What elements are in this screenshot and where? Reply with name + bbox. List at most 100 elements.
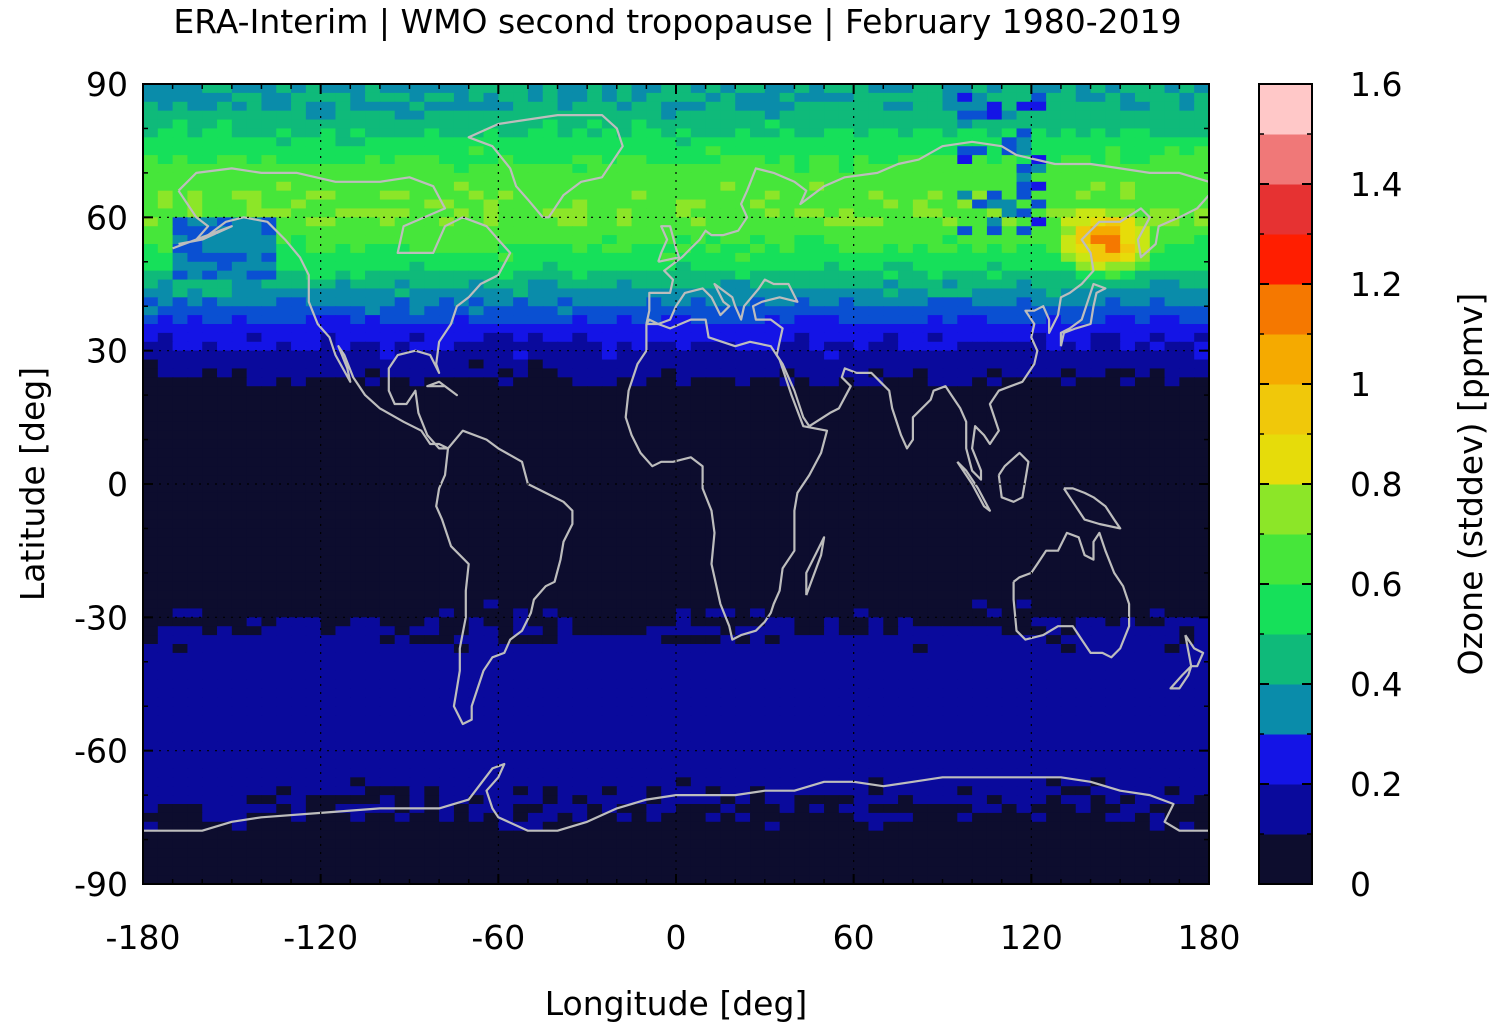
field-cell [468,252,485,263]
field-cell [1134,244,1151,254]
field-cell [868,332,884,343]
field-cell [365,661,381,672]
field-cell [779,608,796,618]
field-cell [394,581,411,592]
field-cell [172,350,189,361]
field-cell [424,661,440,672]
field-cell [424,350,440,361]
field-cell [1149,608,1166,618]
field-cell [231,599,248,610]
field-cell [1164,679,1180,690]
field-cell [809,404,825,414]
field-cell [601,661,618,672]
field-cell [557,155,573,165]
field-cell [453,501,470,512]
field-cell [557,208,573,218]
field-cell [838,315,855,325]
field-cell [764,92,781,103]
field-cell [335,599,351,610]
field-cell [587,519,603,530]
field-cell [1164,101,1180,112]
field-cell [439,181,455,192]
field-cell [601,199,618,210]
field-cell [705,457,722,467]
field-cell [720,315,736,325]
field-cell [542,155,559,165]
field-cell [542,226,559,236]
field-cell [616,172,633,183]
field-cell [986,626,1003,636]
field-cell [468,368,485,378]
field-cell [1194,350,1209,361]
field-cell [705,439,722,450]
field-cell [942,119,958,130]
field-cell [557,92,573,103]
field-cell [868,599,884,610]
field-cell [409,332,425,343]
field-cell [616,617,633,627]
field-cell [409,564,425,574]
field-cell [424,608,440,618]
field-cell [631,208,647,218]
field-cell [276,155,292,165]
field-cell [616,155,633,165]
field-cell [453,270,470,281]
field-cell [231,110,248,121]
field-cell [379,626,396,636]
field-cell [1001,572,1018,583]
field-cell [498,652,514,663]
field-cell [1001,359,1018,370]
field-cell [912,164,929,174]
field-cell [143,492,159,503]
field-cell [587,359,603,370]
field-cell [720,492,736,503]
field-cell [883,146,899,156]
field-cell [616,377,633,387]
field-cell [809,190,825,201]
field-cell [868,581,884,592]
field-cell [1075,297,1092,307]
field-cell [809,155,825,165]
field-cell [1149,324,1166,334]
field-cell [883,297,899,307]
field-cell [1164,412,1180,423]
field-cell [750,341,766,352]
field-cell [794,359,810,370]
field-cell [779,181,796,192]
field-cell [1164,448,1180,458]
field-cell [1090,661,1106,672]
field-cell [942,501,958,512]
field-cell [261,564,277,574]
field-cell [1105,199,1121,210]
field-cell [187,92,203,103]
field-cell [572,466,588,476]
field-cell [572,377,588,387]
field-cell [868,288,884,298]
field-cell [1016,226,1032,236]
field-cell [587,492,603,503]
field-cell [1194,146,1209,156]
field-cell [750,235,766,245]
field-cell [601,590,618,601]
field-cell [305,528,322,538]
field-cell [542,306,559,316]
field-cell [557,430,573,441]
field-cell [750,528,766,538]
field-cell [365,128,381,138]
field-cell [483,297,499,307]
field-cell [1105,341,1121,352]
field-cell [320,359,337,370]
field-cell [1134,608,1151,618]
field-cell [246,261,263,272]
field-cell [1046,555,1062,565]
field-cell [587,635,603,645]
field-cell [424,110,440,121]
field-cell [1194,688,1209,698]
field-cell [868,190,884,201]
field-cell [779,137,796,147]
field-cell [720,101,736,112]
field-cell [424,190,440,201]
field-cell [883,635,899,645]
field-cell [513,332,529,343]
field-cell [231,466,248,476]
